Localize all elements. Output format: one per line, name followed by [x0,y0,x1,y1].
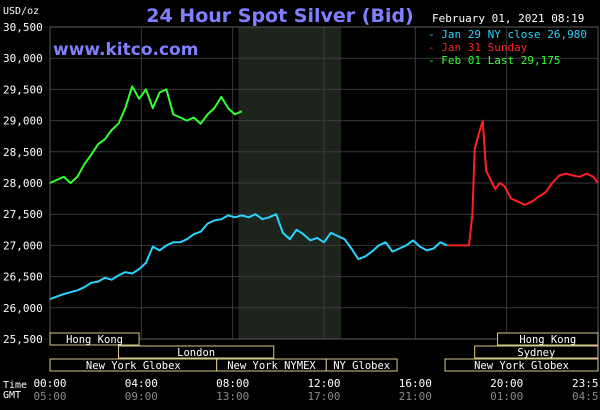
session-bar [118,345,275,359]
session-label: Hong Kong [519,334,576,346]
y-tick-label: 27,500 [3,208,43,221]
session-bar [49,332,140,346]
y-tick-label: 28,000 [3,177,43,190]
series-line [49,85,243,184]
series-line [447,119,599,247]
y-tick-label: 30,000 [3,52,43,65]
y-tick-label: 27,000 [3,239,43,252]
session-bar [444,358,599,372]
session-label: Hong Kong [66,334,123,346]
session-label: New York Globex [474,360,569,372]
x-tick-label-secondary: 17:00 [307,390,340,403]
x-tick-label-secondary: 05:00 [33,390,66,403]
x-tick-label: 16:00 [399,377,432,390]
x-tick-label-secondary: 21:00 [399,390,432,403]
y-tick-label: 29,500 [3,83,43,96]
x-tick-label-secondary: 04:5 [572,390,599,403]
x-tick-label: 08:00 [216,377,249,390]
x-tick-label: 00:00 [33,377,66,390]
x-tick-label: 04:00 [125,377,158,390]
x-tick-label-secondary: 09:00 [125,390,158,403]
session-bar [474,345,599,359]
unit-label: USD/oz [3,6,39,17]
session-label: Sydney [517,347,555,359]
legend-entry: - Jan 31 Sunday [428,41,528,54]
session-label: NY Globex [333,360,390,372]
watermark: www.kitco.com [53,40,198,60]
y-tick-label: 25,500 [3,333,43,346]
x-tick-label: 20:00 [490,377,523,390]
session-label: New York Globex [86,360,181,372]
session-bar [497,332,599,346]
session-label: New York NYMEX [227,360,316,372]
legend-entry: - Jan 29 NY close 26,980 [428,28,587,41]
y-tick-label: 26,000 [3,302,43,315]
timestamp: February 01, 2021 08:19 [432,12,584,25]
chart-title: 24 Hour Spot Silver (Bid) [146,5,413,27]
price-series [49,85,599,301]
y-tick-label: 29,000 [3,115,43,128]
y-tick-label: 30,500 [3,21,43,34]
x-tick-label: 23:5 [572,377,599,390]
x-tick-label: 12:00 [307,377,340,390]
y-axis-tick-labels: 25,500 26,000 26,500 27,000 27,500 28,000 28,5… [3,21,43,346]
x-tick-label-secondary: 01:00 [490,390,523,403]
session-bar [325,358,398,372]
y-tick-label: 26,500 [3,271,43,284]
legend-entry: - Feb 01 Last 29,175 [428,54,560,67]
time-zone-label: Time GMT [3,380,33,401]
y-tick-label: 28,500 [3,146,43,159]
session-label: London [177,347,215,359]
series-line [49,213,448,301]
legend: - Jan 29 NY close 26,980- Jan 31 Sunday-… [428,28,587,67]
x-tick-label-secondary: 13:00 [216,390,249,403]
